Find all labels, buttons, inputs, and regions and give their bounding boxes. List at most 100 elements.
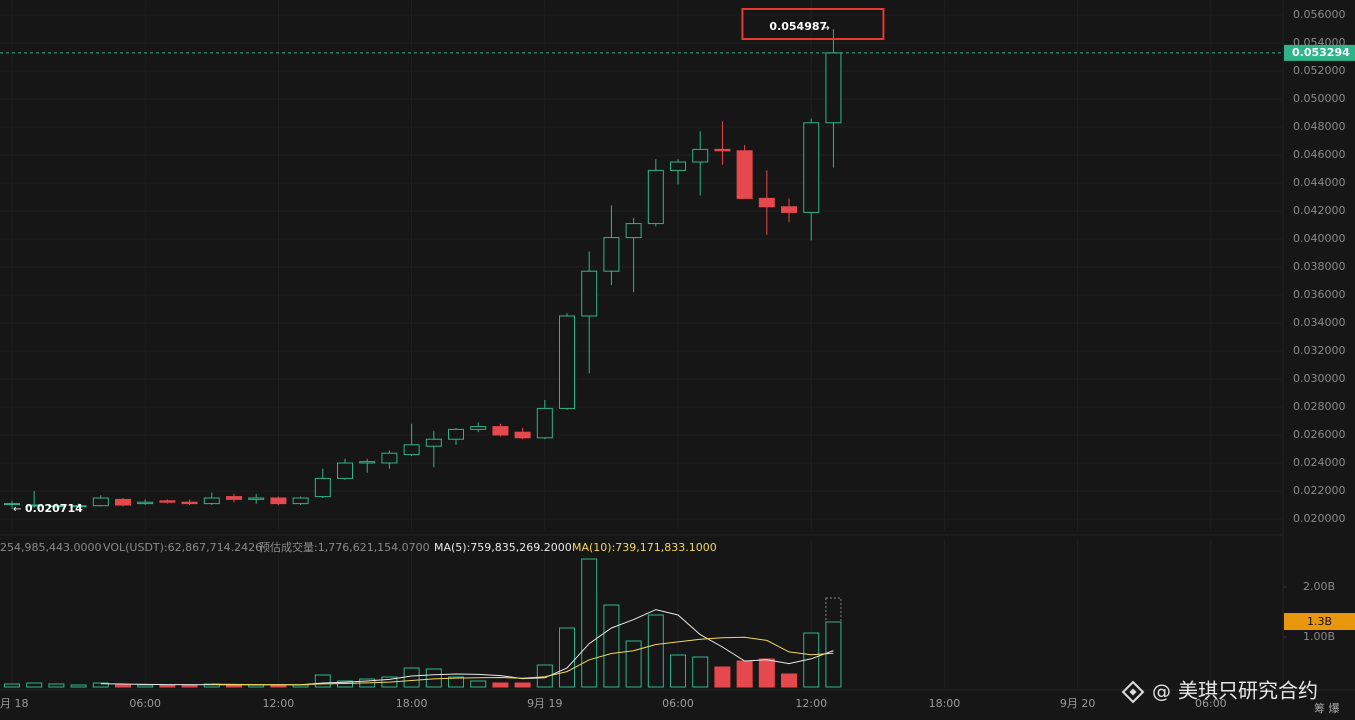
candle-body [714, 148, 731, 152]
volume-bar [492, 682, 509, 688]
last-price-label: 0.053294 [1292, 46, 1350, 59]
ma-line [211, 636, 834, 686]
candle-body [670, 161, 687, 171]
y-tick-label: 0.028000 [1293, 400, 1346, 413]
volume-bar [758, 658, 775, 688]
candle-body [26, 504, 43, 507]
x-tick-label: 18:00 [929, 697, 961, 710]
volume-bar [647, 614, 664, 688]
candle-body [181, 501, 198, 505]
y-tick-label: 0.052000 [1293, 64, 1346, 77]
y-tick-label: 0.024000 [1293, 456, 1346, 469]
candle-body [248, 497, 265, 500]
volume-tick-label: 2.00B [1303, 580, 1335, 593]
candle-body [225, 496, 242, 500]
candle-body [92, 497, 109, 507]
volume-bar [670, 654, 687, 688]
candle-body [781, 206, 798, 213]
candle-body [337, 462, 354, 479]
candle-body [536, 407, 553, 439]
y-tick-label: 0.050000 [1293, 92, 1346, 105]
volume-bar [425, 668, 442, 688]
volume-bar [114, 684, 131, 688]
y-tick-label: 0.020000 [1293, 512, 1346, 525]
y-tick-label: 0.022000 [1293, 484, 1346, 497]
candle-body [514, 431, 531, 439]
candle-body [314, 477, 331, 498]
candle-body [492, 426, 509, 436]
volume-bar [403, 667, 420, 688]
candle-body [758, 197, 775, 208]
candle-body [48, 505, 65, 508]
watermark-text: 美琪只研究合约 [1178, 679, 1318, 703]
volume-bar [825, 621, 842, 688]
volume-bar [314, 674, 331, 688]
volume-bar [470, 680, 487, 688]
candle-body [692, 148, 709, 163]
x-tick-label: 06:00 [662, 697, 694, 710]
candle-body [137, 501, 154, 505]
candle-body [470, 426, 487, 430]
volume-header: 254,985,443.0000 [0, 541, 101, 554]
y-tick-label: 0.026000 [1293, 428, 1346, 441]
volume-bar [137, 684, 154, 688]
volume-bar [536, 664, 553, 688]
candle-body [381, 452, 398, 464]
volume-bar [203, 683, 220, 688]
candle-body [70, 505, 87, 508]
low-arrow: ← [13, 504, 21, 515]
low-label: 0.020714 [25, 502, 83, 515]
legend-entry: MA(5):759,835,269.2000 [434, 541, 572, 554]
volume-header: 预估成交量:1,776,621,154.0700 [259, 540, 430, 554]
volume-bar [714, 666, 731, 688]
x-tick-label: 月 18 [0, 697, 29, 710]
candle-body [292, 497, 309, 505]
candle-body [270, 497, 287, 505]
high-arrow: → [821, 23, 829, 34]
y-tick-label: 0.030000 [1293, 372, 1346, 385]
y-tick-label: 0.056000 [1293, 8, 1346, 21]
volume-tick-label: 1.00B [1303, 630, 1335, 643]
volume-bar [559, 627, 576, 688]
legend-entry: MA(10):739,171,833.1000 [572, 541, 717, 554]
x-tick-label: 06:00 [1195, 697, 1227, 710]
candle-body [736, 150, 753, 199]
x-tick-label: 18:00 [396, 697, 428, 710]
estimated-volume [825, 597, 842, 623]
y-tick-label: 0.032000 [1293, 344, 1346, 357]
volume-bar [603, 604, 620, 688]
y-tick-label: 0.044000 [1293, 176, 1346, 189]
volume-bar [581, 558, 598, 688]
candle-body [114, 498, 131, 506]
x-tick-label: 06:00 [129, 697, 161, 710]
volume-header: VOL(USDT):62,867,714.2426 [103, 541, 262, 554]
candle-body [3, 503, 20, 506]
candle-body [159, 500, 176, 503]
x-tick-label: 12:00 [795, 697, 827, 710]
x-tick-label: 9月 20 [1060, 697, 1096, 710]
corner-text: 筹 爆 [1314, 701, 1340, 715]
volume-bar [3, 683, 20, 688]
y-tick-label: 0.042000 [1293, 204, 1346, 217]
candle-body [425, 438, 442, 447]
candle-body [625, 223, 642, 239]
candle-body [803, 122, 820, 213]
x-tick-label: 12:00 [263, 697, 295, 710]
volume-bar [625, 640, 642, 688]
candle-body [448, 428, 465, 440]
volume-bar [159, 684, 176, 688]
x-tick-label: 9月 19 [527, 697, 563, 710]
y-tick-label: 0.048000 [1293, 120, 1346, 133]
volume-bar [48, 683, 65, 688]
candle-body [359, 461, 376, 464]
y-tick-label: 0.046000 [1293, 148, 1346, 161]
candle-body [581, 270, 598, 317]
candle-body [647, 169, 664, 225]
high-box [741, 8, 885, 40]
candle-body [403, 444, 420, 456]
volume-tag-label: 1.3B [1307, 615, 1332, 628]
candle-body [825, 52, 842, 124]
volume-bar [26, 682, 43, 688]
